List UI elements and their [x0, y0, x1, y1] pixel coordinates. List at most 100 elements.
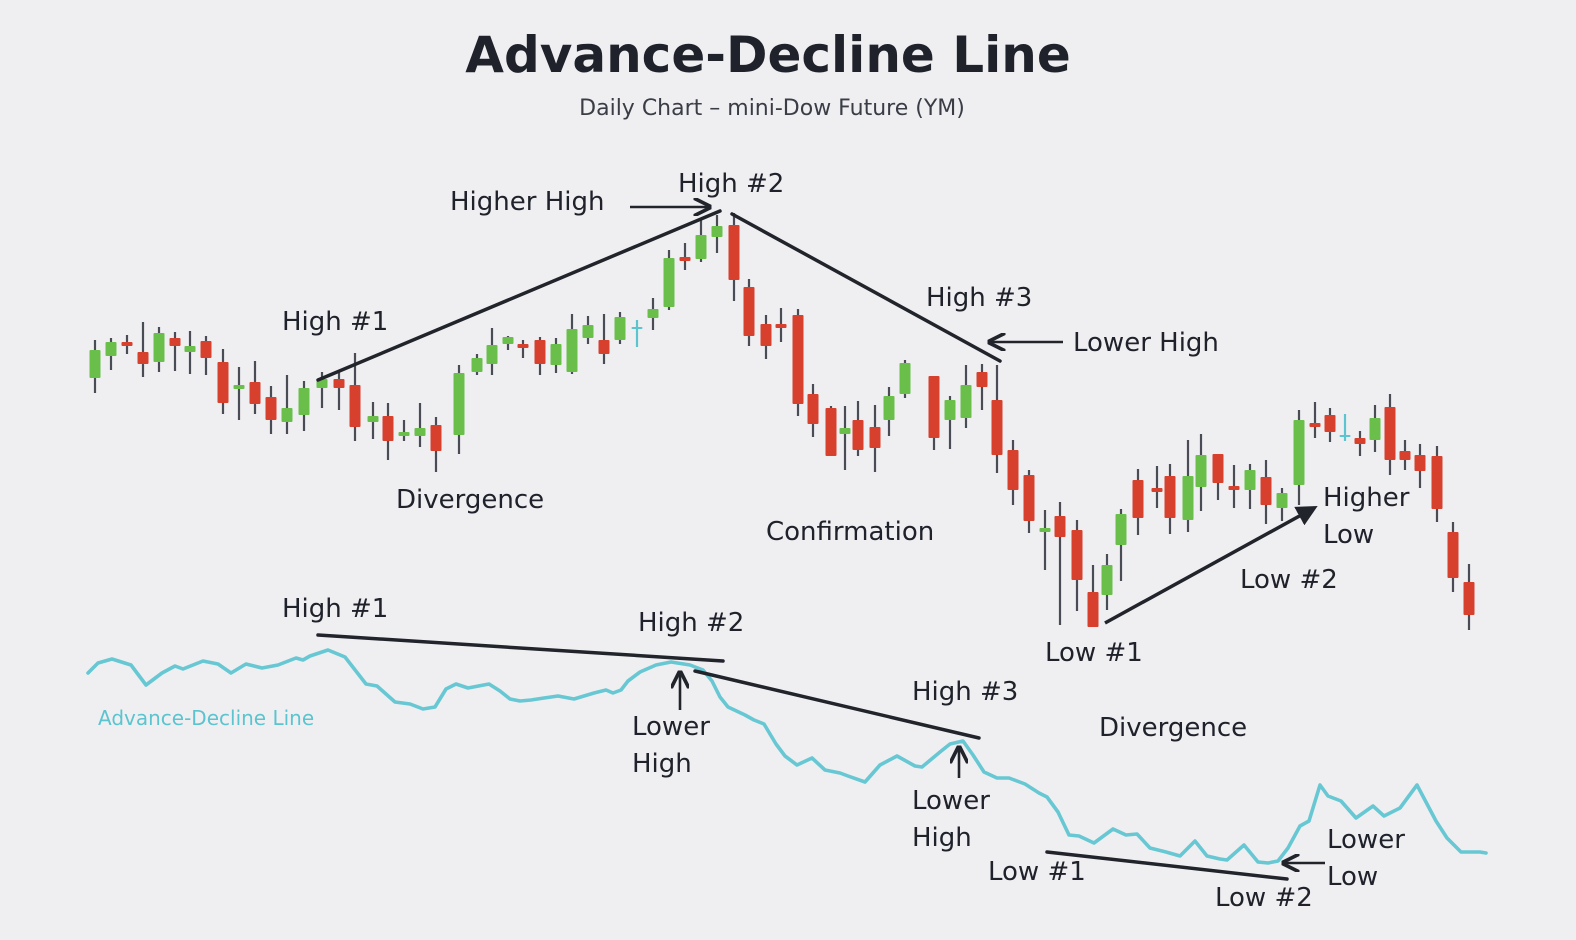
candle: [598, 314, 610, 364]
annotation-label: Lower High: [1073, 328, 1219, 358]
annotation-label: High #3: [912, 677, 1019, 707]
candle: [883, 387, 895, 436]
annotation-label: Lower High: [632, 712, 710, 779]
candle: [852, 401, 864, 456]
candle: [265, 386, 277, 434]
candle: [217, 349, 229, 414]
candle: [944, 396, 956, 449]
candle: [1354, 431, 1366, 456]
annotation-label: Low #2: [1240, 565, 1338, 595]
candle: [1276, 488, 1288, 521]
candle: [775, 308, 787, 342]
candle: [1293, 410, 1305, 505]
ad-low-line: [1045, 850, 1289, 881]
candle: [728, 213, 740, 301]
candle: [1023, 470, 1035, 533]
candle: [960, 365, 972, 428]
candle: [743, 279, 755, 346]
candle: [1228, 465, 1240, 508]
price-trendlines: [316, 207, 1318, 625]
candle: [679, 243, 691, 270]
annotation-label: Low #2: [1215, 883, 1313, 913]
candle: [382, 403, 394, 460]
candle: [1463, 564, 1475, 630]
candle: [105, 338, 117, 370]
candle: [1151, 466, 1163, 508]
candle: [281, 375, 293, 434]
candle: [1071, 520, 1083, 611]
candle: [631, 320, 643, 347]
candle: [1195, 434, 1207, 511]
ad-high-line-1: [316, 633, 725, 663]
candle: [976, 364, 988, 410]
candle: [928, 376, 940, 450]
candle: [349, 353, 361, 441]
candle: [517, 340, 529, 358]
candle: [137, 322, 149, 377]
candle: [367, 402, 379, 439]
advance-decline-series: [86, 648, 1488, 865]
annotation-label: Low #1: [988, 857, 1086, 887]
candle: [1054, 502, 1066, 625]
candle: [1132, 469, 1144, 535]
chart-subtitle: Daily Chart – mini-Dow Future (YM): [579, 96, 965, 121]
annotation-label: High #2: [638, 608, 745, 638]
candle: [839, 406, 851, 470]
candle: [991, 365, 1003, 473]
chart-title: Advance-Decline Line: [465, 26, 1071, 84]
candle: [1414, 444, 1426, 488]
candle: [1309, 402, 1321, 438]
candle: [1399, 440, 1411, 470]
higher-low-arrow-icon: [1104, 505, 1318, 625]
candle: [1260, 460, 1272, 524]
lower-high-line: [730, 212, 1002, 363]
candle: [695, 218, 707, 262]
candle: [486, 328, 498, 375]
candle: [1244, 464, 1256, 509]
candle: [1087, 565, 1099, 627]
candle: [184, 331, 196, 374]
candle: [1212, 454, 1224, 500]
candle: [414, 403, 426, 447]
candle: [200, 336, 212, 375]
candle: [1007, 440, 1019, 505]
candle: [1339, 414, 1351, 441]
candle: [1384, 394, 1396, 475]
candle: [1369, 405, 1381, 452]
candle: [1182, 440, 1194, 532]
candle: [249, 361, 261, 414]
candle: [333, 372, 345, 410]
candle: [298, 381, 310, 431]
candle: [566, 314, 578, 374]
candle: [1431, 446, 1443, 522]
annotation-label: Divergence: [396, 485, 545, 515]
candle: [869, 405, 881, 472]
candle: [233, 367, 245, 420]
candle: [121, 335, 133, 354]
price-candles: [89, 213, 1475, 630]
candle: [614, 312, 626, 344]
candle: [792, 309, 804, 416]
candle: [1039, 510, 1051, 570]
annotation-label: Lower Low: [1327, 825, 1405, 892]
candle: [663, 250, 675, 310]
annotation-label: Higher High: [450, 187, 605, 217]
candle: [471, 354, 483, 375]
candle: [398, 420, 410, 441]
candle: [169, 332, 181, 371]
ad-line-path: [86, 648, 1488, 865]
candle: [647, 298, 659, 330]
annotation-label: High #1: [282, 307, 389, 337]
candle: [1324, 408, 1336, 442]
candle: [502, 336, 514, 350]
annotation-label: Lower High: [912, 786, 990, 853]
candle: [899, 360, 911, 398]
annotation-label: High #1: [282, 594, 389, 624]
candle: [89, 340, 101, 393]
candle: [550, 338, 562, 373]
candle: [453, 365, 465, 454]
annotation-label: Low #1: [1045, 638, 1143, 668]
candle: [1101, 554, 1113, 610]
candle: [1447, 522, 1459, 592]
